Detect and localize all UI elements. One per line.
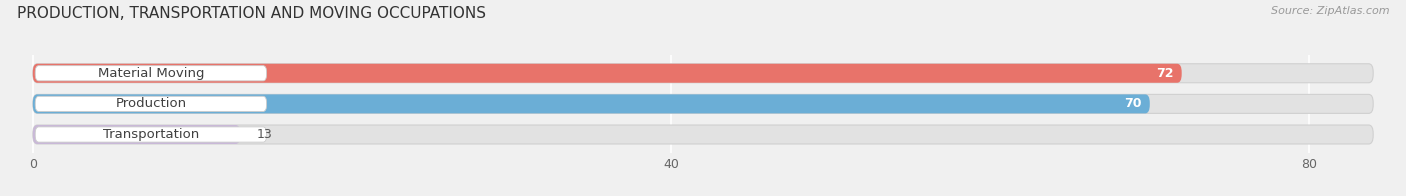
FancyBboxPatch shape <box>32 125 240 144</box>
Text: 72: 72 <box>1156 67 1174 80</box>
Text: Transportation: Transportation <box>103 128 200 141</box>
Text: Source: ZipAtlas.com: Source: ZipAtlas.com <box>1271 6 1389 16</box>
FancyBboxPatch shape <box>32 94 1374 113</box>
FancyBboxPatch shape <box>35 66 267 81</box>
Text: 13: 13 <box>256 128 271 141</box>
Text: PRODUCTION, TRANSPORTATION AND MOVING OCCUPATIONS: PRODUCTION, TRANSPORTATION AND MOVING OC… <box>17 6 486 21</box>
FancyBboxPatch shape <box>35 96 267 112</box>
FancyBboxPatch shape <box>32 64 1181 83</box>
Text: Material Moving: Material Moving <box>97 67 204 80</box>
FancyBboxPatch shape <box>35 127 267 142</box>
Text: 70: 70 <box>1125 97 1142 110</box>
FancyBboxPatch shape <box>32 94 1150 113</box>
FancyBboxPatch shape <box>32 64 1374 83</box>
FancyBboxPatch shape <box>32 125 1374 144</box>
Text: Production: Production <box>115 97 187 110</box>
